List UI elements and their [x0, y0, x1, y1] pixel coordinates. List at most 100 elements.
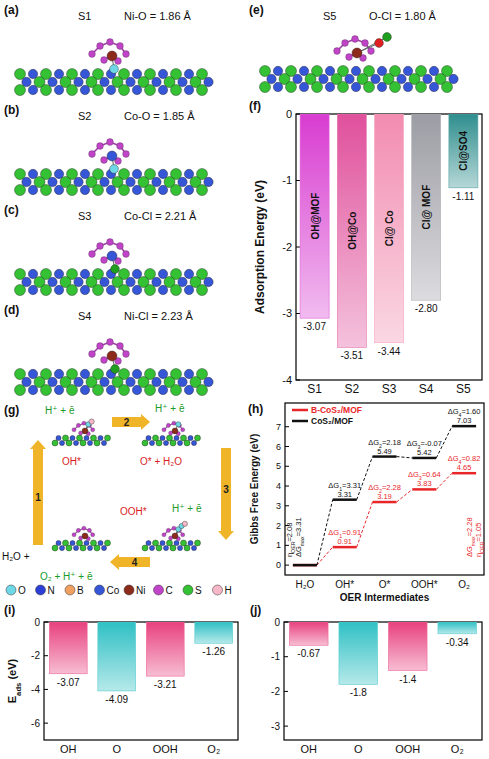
data-label: -4.09 — [105, 694, 128, 705]
atom-label: O — [18, 585, 26, 596]
atom — [158, 285, 167, 294]
atom — [312, 82, 323, 93]
atom — [111, 365, 120, 374]
atom-label: B — [77, 585, 84, 596]
atom — [107, 139, 114, 146]
atom — [145, 85, 156, 96]
energy-level — [373, 501, 397, 504]
atom — [48, 77, 57, 86]
text-part: ΔG — [368, 483, 379, 492]
atom — [72, 428, 76, 432]
atom — [72, 533, 76, 537]
atom — [84, 540, 89, 545]
atom — [74, 77, 83, 86]
energy-level — [452, 472, 476, 475]
text-part: OER — [479, 541, 485, 553]
atom — [166, 423, 170, 427]
atom — [158, 169, 167, 178]
atom — [152, 177, 161, 186]
atom — [106, 85, 115, 94]
proton-electron: H⁺ + ē — [172, 503, 202, 514]
atom — [59, 440, 64, 445]
atom — [41, 185, 52, 196]
y-tick — [296, 180, 300, 181]
atom — [126, 77, 135, 86]
scheme — [6, 414, 234, 595]
bar — [49, 622, 87, 674]
panel-letter: (b) — [4, 103, 19, 117]
atom — [111, 265, 120, 274]
x-tick-label: OOH* — [411, 579, 438, 590]
atom — [15, 169, 26, 180]
atom — [338, 82, 349, 93]
atom — [178, 77, 187, 86]
atom — [54, 69, 63, 78]
bar — [339, 622, 378, 684]
y-tick — [284, 622, 288, 623]
y-tick-label: -2 — [271, 686, 280, 697]
atom — [197, 285, 208, 296]
y-tick — [285, 446, 289, 447]
text-part: Adsorption Energy (eV) — [253, 180, 267, 314]
atom — [334, 48, 341, 55]
x-tick-label: O₂ — [451, 743, 464, 755]
atom — [163, 440, 168, 445]
x-tick-label: S3 — [382, 382, 397, 396]
atom — [188, 540, 193, 545]
step-label: ΔG3=0.64 — [408, 470, 441, 481]
data-label: -1.11 — [452, 191, 474, 202]
atom — [97, 143, 104, 150]
bar — [438, 622, 477, 634]
atom — [181, 428, 185, 432]
structure-label: S2 — [78, 110, 91, 122]
atom — [149, 440, 154, 445]
y-tick-label: 0 — [276, 560, 281, 570]
atom — [184, 285, 193, 294]
bond-length: Ni-Cl = 2.23 Å — [124, 310, 193, 322]
atom — [132, 269, 141, 278]
atom — [77, 435, 83, 441]
step-label: ΔG2=2.28 — [368, 483, 401, 494]
text-part: Gibbs Free Energy (eV) — [249, 434, 260, 545]
atom — [66, 545, 72, 551]
atom-swatch — [65, 585, 75, 595]
y-tick — [44, 689, 48, 690]
atom — [171, 385, 182, 396]
y-tick-label: 0 — [274, 617, 280, 628]
data-label: -2.80 — [415, 303, 438, 314]
atom — [87, 528, 91, 532]
atom — [184, 545, 190, 551]
atom — [152, 277, 161, 286]
atom — [87, 545, 92, 550]
atom — [153, 540, 159, 546]
atom-swatch — [36, 585, 46, 595]
atom — [28, 385, 37, 394]
atom — [63, 540, 69, 546]
atom — [174, 435, 179, 440]
step-label: ΔG1=3.31 — [328, 481, 361, 492]
atom — [117, 243, 124, 250]
data-label: -1.8 — [350, 687, 368, 698]
atom — [15, 269, 26, 280]
atom — [100, 77, 109, 86]
atom — [89, 251, 96, 258]
atom — [91, 540, 97, 546]
atom — [152, 77, 161, 86]
levels — [293, 426, 476, 565]
atom — [100, 277, 109, 286]
atom — [351, 82, 360, 91]
atom — [390, 82, 401, 93]
bar — [146, 622, 184, 676]
atom — [28, 85, 37, 94]
atom — [293, 74, 302, 83]
structure-panel — [15, 39, 214, 96]
y-tick-label: -3 — [271, 721, 280, 732]
step-number: 2 — [124, 417, 130, 428]
atom — [286, 82, 297, 93]
atom — [94, 545, 100, 551]
y-tick — [44, 655, 48, 656]
atom — [377, 66, 386, 75]
bar-label: OH@Co — [347, 212, 358, 250]
atom — [56, 540, 61, 545]
atom — [260, 66, 271, 77]
